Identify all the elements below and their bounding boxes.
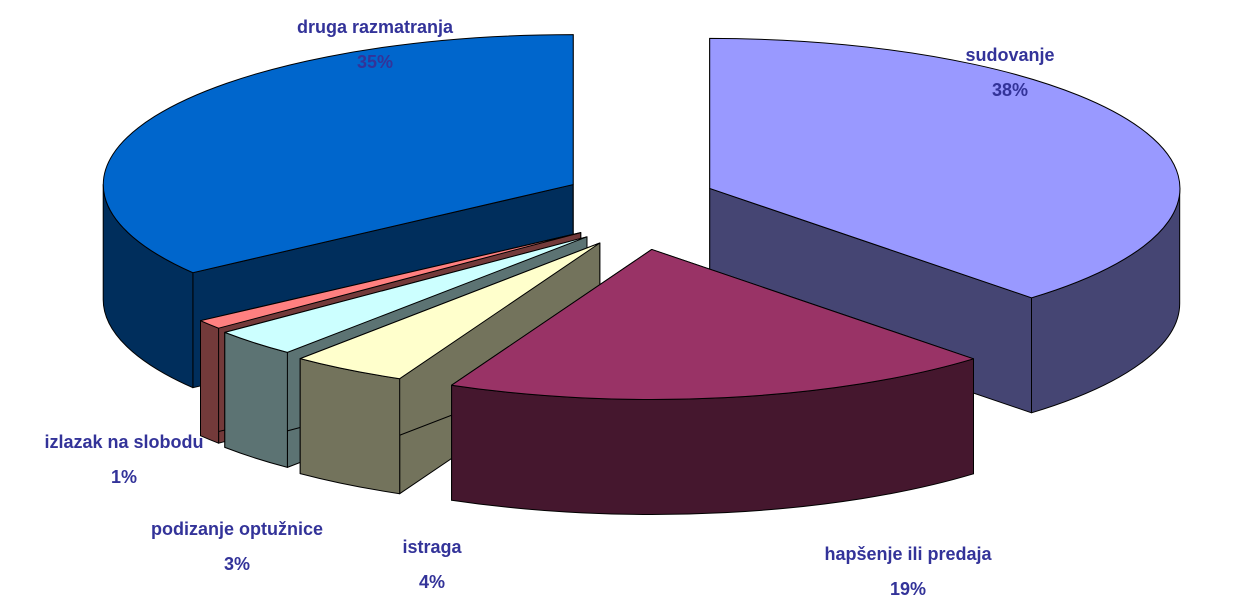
slice-label: podizanje optužnice bbox=[151, 519, 323, 539]
slice-side bbox=[224, 331, 288, 468]
slice-label: sudovanje bbox=[965, 45, 1054, 65]
slice-label: izlazak na slobodu bbox=[44, 432, 203, 452]
slice-top bbox=[224, 236, 588, 353]
slice-label: hapšenje ili predaja bbox=[824, 544, 992, 564]
slice-top bbox=[102, 34, 574, 274]
slice-value-label: 19% bbox=[890, 579, 926, 599]
slice-value-label: 1% bbox=[111, 467, 137, 487]
slice-top bbox=[709, 37, 1181, 299]
slice-side bbox=[299, 358, 401, 495]
slice-value-label: 38% bbox=[992, 80, 1028, 100]
slice-top bbox=[200, 232, 582, 329]
slice-top bbox=[451, 248, 974, 400]
slice-top bbox=[299, 242, 601, 380]
slice-value-label: 3% bbox=[224, 554, 250, 574]
slice-value-label: 4% bbox=[419, 572, 445, 592]
slice-label: istraga bbox=[402, 537, 462, 557]
slice-label: druga razmatranja bbox=[297, 17, 454, 37]
slice-side bbox=[200, 320, 220, 444]
slice-value-label: 35% bbox=[357, 52, 393, 72]
